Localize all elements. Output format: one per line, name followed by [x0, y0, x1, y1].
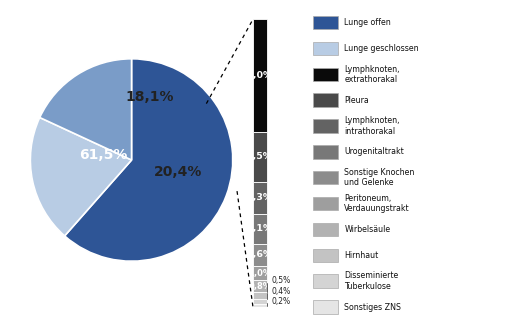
Bar: [313, 275, 338, 288]
Text: Lymphknoten,
intrathorakal: Lymphknoten, intrathorakal: [343, 116, 399, 136]
Text: 0,4%: 0,4%: [266, 287, 290, 299]
Text: 3,5%: 3,5%: [246, 152, 272, 161]
Bar: [252, 304, 266, 307]
Text: 2,1%: 2,1%: [246, 224, 273, 233]
Bar: [252, 132, 266, 181]
Bar: [252, 19, 266, 132]
Bar: [252, 280, 266, 292]
Bar: [313, 300, 338, 314]
Text: Sonstige Knochen
und Gelenke: Sonstige Knochen und Gelenke: [343, 168, 414, 188]
Text: Pleura: Pleura: [343, 96, 368, 105]
Wedge shape: [30, 117, 131, 236]
Bar: [313, 119, 338, 133]
Bar: [313, 93, 338, 107]
Bar: [252, 181, 266, 214]
Text: 1,0%: 1,0%: [248, 269, 271, 278]
Bar: [252, 299, 266, 304]
Wedge shape: [40, 59, 131, 160]
Text: 0,8%: 0,8%: [248, 282, 271, 291]
Text: Hirnhaut: Hirnhaut: [343, 251, 378, 260]
Bar: [313, 171, 338, 184]
Bar: [313, 42, 338, 55]
Bar: [313, 197, 338, 210]
Text: 8,0%: 8,0%: [246, 71, 273, 80]
Text: Urogenitaltrakt: Urogenitaltrakt: [343, 148, 403, 156]
Bar: [313, 68, 338, 81]
Bar: [252, 266, 266, 280]
Text: Peritoneum,
Verdauungstrakt: Peritoneum, Verdauungstrakt: [343, 194, 409, 213]
Bar: [313, 223, 338, 236]
Bar: [313, 249, 338, 262]
Text: Lymphknoten,
extrathorakal: Lymphknoten, extrathorakal: [343, 65, 399, 84]
Bar: [313, 145, 338, 159]
Text: 20,4%: 20,4%: [154, 165, 202, 179]
Text: 18,1%: 18,1%: [125, 90, 174, 104]
Text: 0,5%: 0,5%: [266, 276, 290, 292]
Wedge shape: [65, 59, 232, 261]
Text: 0,2%: 0,2%: [266, 297, 290, 306]
Text: 2,3%: 2,3%: [246, 193, 273, 202]
Text: Lunge offen: Lunge offen: [343, 18, 390, 27]
Text: Sonstiges ZNS: Sonstiges ZNS: [343, 303, 400, 312]
Text: Disseminierte
Tuberkulose: Disseminierte Tuberkulose: [343, 271, 398, 291]
Text: Lunge geschlossen: Lunge geschlossen: [343, 44, 418, 53]
Text: Wirbelsäule: Wirbelsäule: [343, 225, 390, 234]
Bar: [252, 244, 266, 266]
Text: 1,6%: 1,6%: [246, 251, 273, 260]
Bar: [313, 16, 338, 29]
Bar: [252, 214, 266, 244]
Bar: [252, 292, 266, 299]
Text: 61,5%: 61,5%: [79, 148, 127, 162]
